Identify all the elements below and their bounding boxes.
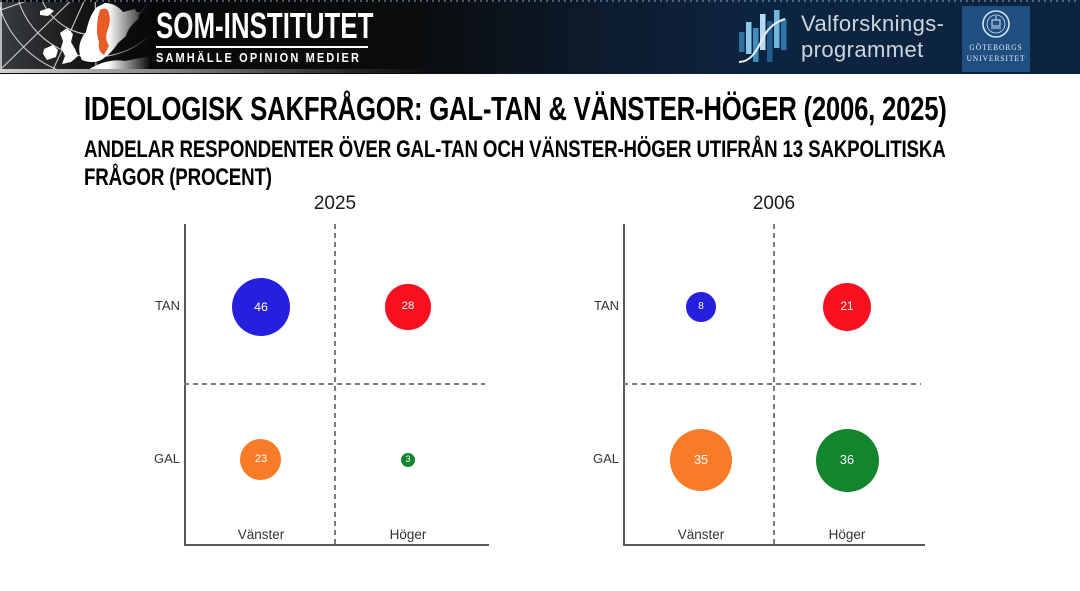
som-institutet-logo: SOM-INSTITUTET SAMHÄLLE OPINION MEDIER: [156, 5, 458, 65]
som-logo-tagline: SAMHÄLLE OPINION MEDIER: [156, 51, 362, 65]
som-logo-title: SOM-INSTITUTET: [156, 5, 374, 46]
valforskningsprogrammet-logo: Valforsknings- programmet: [737, 8, 944, 66]
header-banner: SOM-INSTITUTET SAMHÄLLE OPINION MEDIER V…: [0, 0, 1080, 74]
x-axis-label-2006-Vänster: Vänster: [677, 527, 725, 542]
europe-map-icon: [0, 2, 150, 70]
valf-line1: Valforsknings-: [801, 11, 945, 36]
bar-chart-icon: [738, 10, 787, 63]
bubble-2006-TAN-Höger: 21: [822, 282, 872, 332]
slide-subtitle-line1: ANDELAR RESPONDENTER ÖVER GAL-TAN OCH VÄ…: [84, 136, 946, 163]
university-seal-icon: [982, 10, 1010, 38]
chart-plot-area-2006: [623, 224, 925, 546]
bubble-2025-TAN-Vänster: 46: [232, 278, 290, 336]
valforskningsprogrammet-label: Valforsknings- programmet: [801, 11, 944, 63]
chart-plot-area-2025: [184, 224, 489, 546]
x-axis-label-2006-Höger: Höger: [828, 527, 866, 542]
gu-line1: GÖTEBORGS: [969, 43, 1023, 52]
header-divider: [0, 69, 430, 73]
valf-line2: programmet: [801, 37, 924, 62]
bubble-2025-TAN-Höger: 28: [385, 284, 431, 330]
bubble-2006-TAN-Vänster: 8: [686, 292, 716, 322]
y-axis-label-2025-GAL: GAL: [153, 451, 180, 466]
slide-subtitle-line2: FRÅGOR (PROCENT): [84, 164, 272, 191]
university-name: GÖTEBORGS UNIVERSITET: [967, 42, 1026, 64]
som-logo-rule: [156, 46, 368, 48]
y-axis-label-2025-TAN: TAN: [154, 298, 180, 313]
europe-map-icon: [0, 2, 150, 70]
bubble-2025-GAL-Vänster: 23: [240, 439, 282, 481]
y-axis-label-2006-GAL: GAL: [592, 451, 619, 466]
chart-title-2006: 2006: [752, 193, 796, 214]
gu-line2: UNIVERSITET: [966, 54, 1026, 63]
y-axis-label-2006-TAN: TAN: [593, 298, 619, 313]
quadrant-divider-horizontal-2025: [184, 383, 485, 385]
bubble-2025-GAL-Höger: 3: [400, 452, 416, 468]
slide-title: IDEOLOGISK SAKFRÅGOR: GAL-TAN & VÄNSTER-…: [84, 90, 947, 127]
bubble-2006-GAL-Höger: 36: [815, 428, 879, 492]
bubble-2006-GAL-Vänster: 35: [669, 428, 733, 492]
quadrant-divider-horizontal-2006: [623, 383, 921, 385]
gothenburg-university-logo: GÖTEBORGS UNIVERSITET: [962, 6, 1030, 72]
x-axis-label-2025-Höger: Höger: [389, 527, 427, 542]
x-axis-label-2025-Vänster: Vänster: [237, 527, 285, 542]
chart-title-2025: 2025: [313, 193, 357, 214]
